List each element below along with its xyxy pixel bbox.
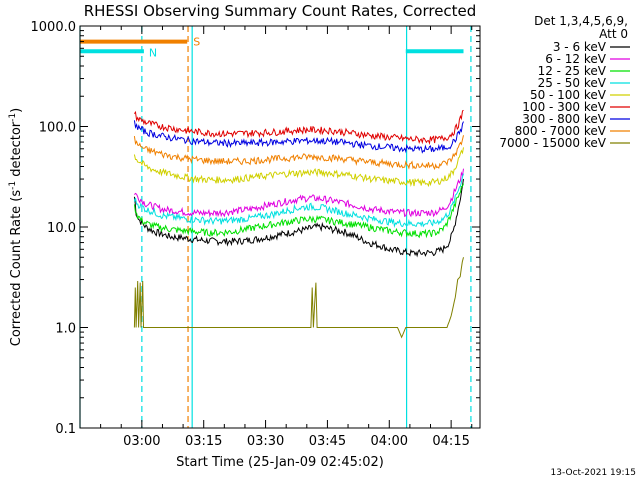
legend-label-5: 100 - 300 keV xyxy=(522,100,606,114)
legend-label-4: 50 - 100 keV xyxy=(530,88,607,102)
footer-date: 13-Oct-2021 19:15 xyxy=(551,468,636,478)
legend-header-1: Det 1,3,4,5,6,9, xyxy=(534,14,628,28)
series-line-5 xyxy=(133,109,464,145)
series-line-3 xyxy=(133,173,464,228)
series-line-2 xyxy=(133,183,464,239)
series-line-1 xyxy=(134,168,464,218)
x-tick-label-3: 03:45 xyxy=(309,434,346,449)
legend-label-0: 3 - 6 keV xyxy=(553,40,607,54)
series-group xyxy=(133,109,464,339)
chart-title: RHESSI Observing Summary Count Rates, Co… xyxy=(84,2,477,20)
series-line-4 xyxy=(133,147,464,188)
legend-label-6: 300 - 800 keV xyxy=(522,112,606,126)
y-tick-label-0: 1000.0 xyxy=(31,20,77,35)
y-tick-label-3: 1.0 xyxy=(55,322,76,337)
series-line-0 xyxy=(133,178,464,258)
legend-label-3: 25 - 50 keV xyxy=(538,76,607,90)
series-line-7 xyxy=(133,135,464,171)
y-tick-label-1: 100.0 xyxy=(39,121,76,136)
x-tick-label-4: 04:00 xyxy=(371,434,408,449)
legend-label-7: 800 - 7000 keV xyxy=(515,124,607,138)
y-tick-label-2: 10.0 xyxy=(47,221,76,236)
x-tick-label-5: 04:15 xyxy=(432,434,469,449)
legend-header-2: Att 0 xyxy=(599,27,628,41)
legend-label-2: 12 - 25 keV xyxy=(538,64,607,78)
legend-label-8: 7000 - 15000 keV xyxy=(499,136,606,150)
x-axis-label: Start Time (25-Jan-09 02:45:02) xyxy=(176,455,384,470)
series-line-6 xyxy=(133,120,464,154)
x-axis: 03:00 03:15 03:30 03:45 04:00 04:15 xyxy=(100,26,473,449)
legend-label-1: 6 - 12 keV xyxy=(545,52,607,66)
x-tick-label-2: 03:30 xyxy=(247,434,284,449)
series-line-8 xyxy=(133,257,464,339)
y-tick-label-4: 0.1 xyxy=(55,422,76,437)
attenuator-state-label: S xyxy=(193,36,200,49)
y-axis: 1000.0 100.0 10.0 1.0 0.1 xyxy=(31,20,480,437)
state-bars: SN xyxy=(80,36,464,59)
night-state-label: N xyxy=(149,46,157,59)
x-tick-label-0: 03:00 xyxy=(123,434,160,449)
x-tick-label-1: 03:15 xyxy=(185,434,222,449)
y-axis-label: Corrected Count Rate (s-1 detector-1) xyxy=(8,108,24,346)
